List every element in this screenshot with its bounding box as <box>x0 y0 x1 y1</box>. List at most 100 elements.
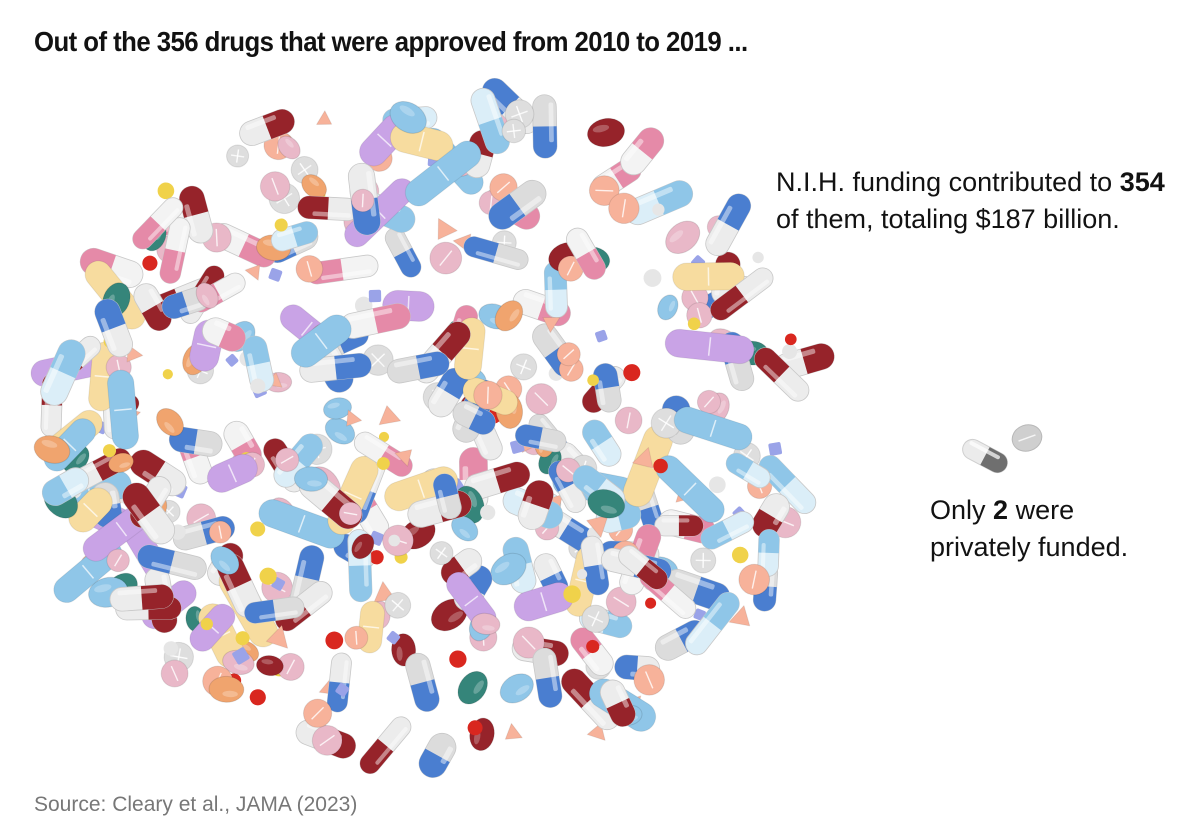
oval-tablet-icon <box>277 135 301 160</box>
round-tablet-icon <box>106 548 130 573</box>
capsule-icon <box>470 87 510 155</box>
capsule-icon <box>297 195 360 222</box>
oval-tablet-icon <box>301 174 327 199</box>
capsule-icon <box>685 591 740 656</box>
capsule-icon <box>532 94 558 159</box>
oval-tablet-icon <box>494 300 524 332</box>
private-count: 2 <box>993 495 1009 525</box>
round-tablet-icon <box>429 241 463 275</box>
capsule-icon <box>384 227 422 278</box>
round-tablet-icon <box>614 406 643 435</box>
round-tablet-icon <box>633 664 665 696</box>
capsule-icon <box>109 584 174 612</box>
oval-tablet-icon <box>490 552 527 586</box>
nih-text-pre: N.I.H. funding contributed to <box>776 167 1120 197</box>
round-tablet-icon <box>295 255 324 283</box>
oval-tablet-icon <box>108 452 134 474</box>
round-tablet-icon <box>429 541 454 566</box>
triangle-tablet-icon <box>265 624 289 649</box>
small-dot-icon <box>200 617 213 631</box>
long-pill-icon <box>206 453 258 493</box>
long-pill-icon <box>404 140 482 207</box>
small-dot-icon <box>250 378 266 394</box>
chart-title: Out of the 356 drugs that were approved … <box>34 26 748 57</box>
capsule-icon <box>405 652 440 712</box>
round-tablet-icon <box>556 342 581 367</box>
oval-tablet-icon <box>195 282 219 309</box>
nih-count: 354 <box>1119 167 1165 197</box>
small-dot-icon <box>708 476 726 494</box>
private-funding-annotation: Only 2 were privately funded. <box>930 492 1180 566</box>
capsule-icon <box>751 493 790 539</box>
oval-tablet-icon <box>210 545 240 575</box>
triangle-tablet-icon <box>542 316 561 334</box>
oval-tablet-icon <box>587 117 625 148</box>
round-tablet-icon <box>650 407 682 439</box>
round-tablet-icon <box>311 725 343 756</box>
capsule-icon <box>620 127 665 176</box>
small-dot-icon <box>653 458 668 474</box>
capsule-icon <box>705 193 752 257</box>
round-tablet-icon <box>226 144 250 168</box>
small-dot-icon <box>163 641 179 656</box>
oval-tablet-icon <box>323 397 352 420</box>
triangle-tablet-icon <box>504 722 523 740</box>
small-dot-icon <box>623 364 641 382</box>
triangle-tablet-icon <box>728 605 751 627</box>
capsule-icon <box>137 544 207 580</box>
capsule-icon <box>94 298 133 358</box>
oval-tablet-icon <box>156 407 184 437</box>
long-pill-icon <box>672 261 745 292</box>
diamond-tablet-icon <box>368 289 382 303</box>
round-tablet-icon <box>696 389 722 415</box>
triangle-tablet-icon <box>437 217 458 241</box>
capsule-icon <box>452 401 496 435</box>
small-dot-icon <box>274 218 288 232</box>
private-capsule-icon <box>962 438 1008 474</box>
nih-funding-annotation: N.I.H. funding contributed to 354 of the… <box>776 164 1176 238</box>
round-tablet-icon <box>384 591 412 619</box>
capsule-icon <box>754 347 810 402</box>
small-dot-icon <box>563 585 581 603</box>
triangle-tablet-icon <box>394 449 413 467</box>
triangle-tablet-icon <box>244 264 261 281</box>
diamond-tablet-icon <box>595 329 608 343</box>
round-tablet-icon <box>588 175 620 207</box>
small-dot-icon <box>652 203 665 216</box>
capsule-icon <box>418 732 457 778</box>
capsule-icon <box>700 511 755 550</box>
long-pill-icon <box>290 314 352 368</box>
small-dot-icon <box>449 650 467 668</box>
small-dot-icon <box>162 369 173 380</box>
diamond-tablet-icon <box>225 353 239 367</box>
long-pill-icon <box>106 369 140 450</box>
round-tablet-icon <box>510 353 538 381</box>
triangle-tablet-icon <box>316 110 333 125</box>
small-dot-icon <box>250 521 266 537</box>
round-tablet-icon <box>338 501 363 526</box>
small-dot-icon <box>752 251 764 264</box>
small-dot-icon <box>142 255 158 271</box>
oval-tablet-icon <box>33 435 71 464</box>
diamond-tablet-icon <box>268 267 283 282</box>
round-tablet-icon <box>259 171 291 202</box>
small-dot-icon <box>259 567 277 585</box>
capsule-icon <box>488 179 547 230</box>
private-tablet-icon <box>1011 424 1043 452</box>
capsule-icon <box>132 197 184 250</box>
private-text-pre: Only <box>930 495 994 525</box>
capsule-icon <box>599 679 636 727</box>
capsule-icon <box>566 227 606 280</box>
round-tablet-icon <box>738 563 770 596</box>
small-dot-icon <box>325 631 344 650</box>
small-dot-icon <box>467 720 483 736</box>
oval-tablet-icon <box>657 294 679 321</box>
capsule-icon <box>239 108 295 147</box>
oval-tablet-icon <box>389 100 427 134</box>
round-tablet-icon <box>276 652 305 681</box>
capsule-icon <box>159 217 191 284</box>
diamond-tablet-icon <box>335 683 350 697</box>
small-dot-icon <box>576 569 588 580</box>
small-dot-icon <box>388 534 401 547</box>
round-tablet-icon <box>344 625 369 650</box>
